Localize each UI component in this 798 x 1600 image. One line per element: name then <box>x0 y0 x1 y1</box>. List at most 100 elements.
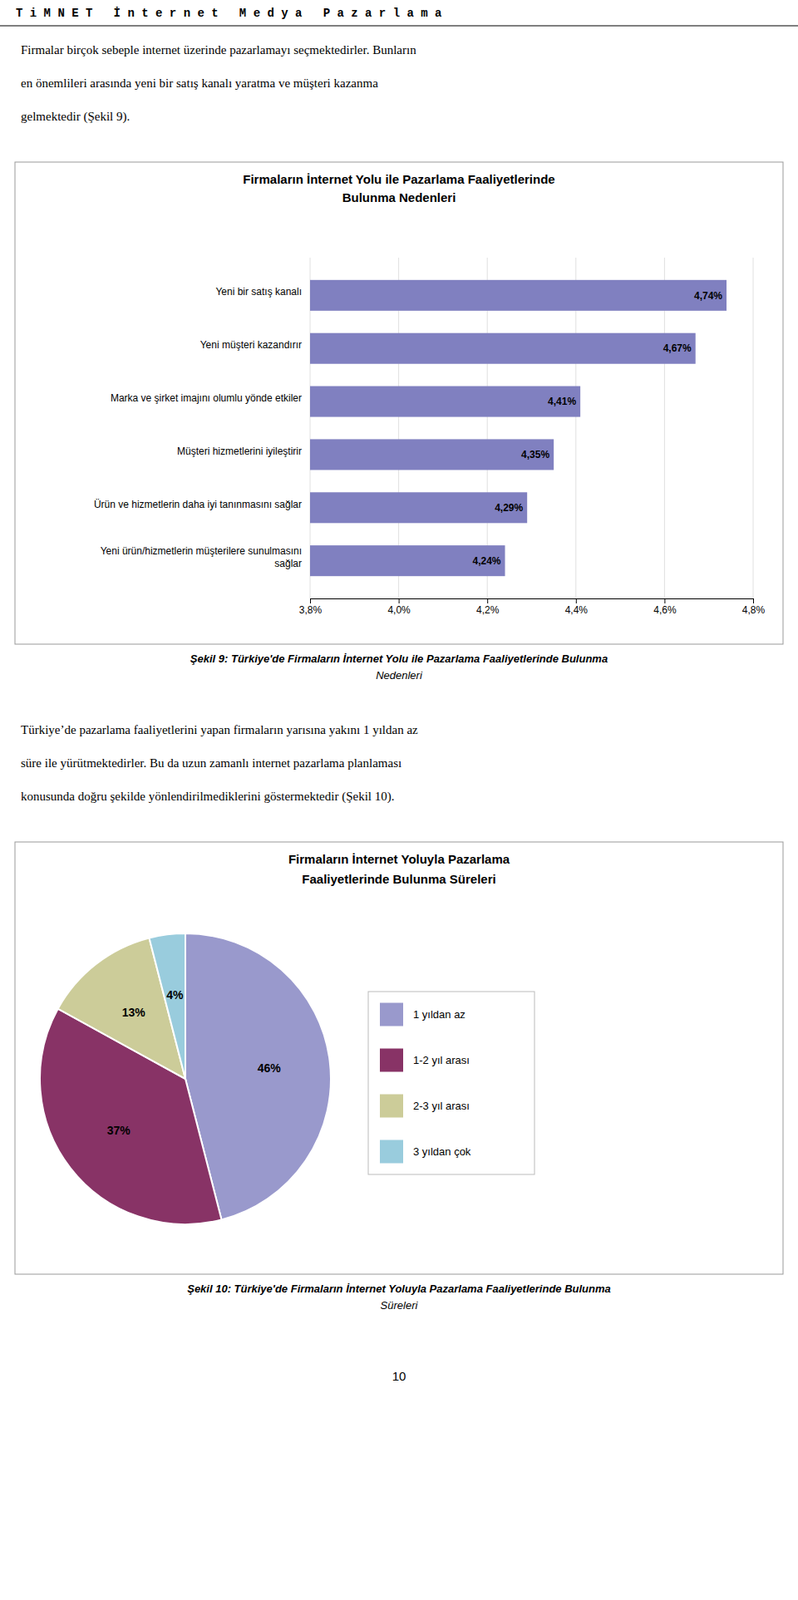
paragraph-line: süre ile yürütmektedirler. Bu da uzun za… <box>20 756 402 770</box>
bar <box>310 280 727 311</box>
legend-swatch <box>379 1140 404 1164</box>
page-svg: T i M N E T İ n t e r n e t M e d y a P … <box>0 0 798 1600</box>
category-label-line: Yeni müşteri kazandırır <box>200 339 302 351</box>
paragraph-line: Türkiye’de pazarlama faaliyetlerini yapa… <box>20 723 419 737</box>
category-label: Yeni bir satış kanalı <box>215 285 302 298</box>
tick-label: 4,4% <box>565 604 589 616</box>
legend-frame <box>368 991 535 1175</box>
axis-domain <box>310 599 754 605</box>
tick-label: 4,2% <box>476 604 500 616</box>
chart-title-line: Firmaların İnternet Yolu ile Pazarlama F… <box>242 172 555 187</box>
paragraph: Türkiye’de pazarlama faaliyetlerini yapa… <box>20 723 419 804</box>
legend-label: 1-2 yıl arası <box>413 1054 470 1067</box>
category-label: Marka ve şirket imajını olumlu yönde etk… <box>110 392 302 404</box>
tick-mark <box>576 598 577 604</box>
legend-label: 1 yıldan az <box>413 1008 466 1021</box>
grid-line <box>753 257 754 599</box>
category-label-line: Yeni bir satış kanalı <box>215 285 302 298</box>
category-label: Ürün ve hizmetlerin daha iyi tanınmasını… <box>93 498 302 511</box>
legend-item: 3 yıldan çok <box>379 1140 472 1164</box>
legend-label: 2-3 yıl arası <box>413 1099 470 1113</box>
header-text: T i M N E T İ n t e r n e t M e d y a P … <box>15 6 443 20</box>
tick-mark <box>664 598 665 604</box>
data-label: 4,35% <box>521 448 550 461</box>
bar <box>310 492 528 523</box>
category-labels: Yeni bir satış kanalı Yeni müşteri kazand… <box>93 285 302 570</box>
legend-swatch <box>379 1003 404 1027</box>
tick-label: 4,6% <box>653 604 677 616</box>
slice <box>148 933 186 1079</box>
category-label: Yeni müşteri kazandırır <box>200 339 302 351</box>
grid <box>310 257 754 599</box>
category-label-line: sağlar <box>274 557 302 570</box>
chart-title: Firmaların İnternet Yolu ile Pazarlama F… <box>242 172 555 205</box>
tick-mark <box>487 598 488 604</box>
caption: Şekil 9: Türkiye'de Firmaların İnternet … <box>190 652 608 682</box>
paragraph-line: konusunda doğru şekilde yönlendirilmedik… <box>20 789 395 804</box>
tick: 4,8% <box>742 598 766 616</box>
panel-frame <box>14 162 784 645</box>
paragraph: Firmalar birçok sebeple internet üzerind… <box>20 43 417 124</box>
chart-title-line: Faaliyetlerinde Bulunma Süreleri <box>301 871 496 887</box>
category-label: Yeni ürün/hizmetlerin müşterilere sunulm… <box>100 545 302 570</box>
caption-line: Şekil 10: Türkiye'de Firmaların İnternet… <box>187 1282 611 1296</box>
tick-mark <box>310 598 311 604</box>
bar <box>310 438 554 470</box>
tick: 4,6% <box>653 598 677 616</box>
bar <box>310 386 581 418</box>
x-axis: 3,8% 4,0% 4,2% 4,4% 4,6% 4,8% <box>299 598 766 616</box>
caption-line: Şekil 9: Türkiye'de Firmaların İnternet … <box>190 652 608 665</box>
category-label-line: Ürün ve hizmetlerin daha iyi tanınmasını… <box>93 498 302 511</box>
caption: Şekil 10: Türkiye'de Firmaların İnternet… <box>187 1282 611 1312</box>
category-label-line: Marka ve şirket imajını olumlu yönde etk… <box>110 392 302 404</box>
bar <box>310 545 506 577</box>
data-label: 4,41% <box>547 395 577 408</box>
tick: 4,4% <box>565 598 589 616</box>
page: T i M N E T İ n t e r n e t M e d y a P … <box>0 0 798 1600</box>
bars <box>310 280 727 577</box>
legend-label: 3 yıldan çok <box>413 1145 472 1158</box>
category-label: Müşteri hizmetlerini iyileştirir <box>177 445 302 458</box>
data-label: 46% <box>257 1061 282 1075</box>
data-label: 4% <box>166 988 184 1002</box>
tick-label: 4,0% <box>387 604 411 616</box>
data-label: 13% <box>122 1005 147 1020</box>
tick: 4,2% <box>476 598 500 616</box>
paragraph-line: Firmalar birçok sebeple internet üzerind… <box>20 43 417 57</box>
category-label-line: Müşteri hizmetlerini iyileştirir <box>177 445 302 458</box>
pie-chart: Firmaların İnternet Yoluyla Pazarlama Faa… <box>14 842 784 1312</box>
legend-item: 1 yıldan az <box>379 1003 466 1027</box>
caption-line: Süreleri <box>380 1299 419 1312</box>
paragraph-line: gelmektedir (Şekil 9). <box>20 109 130 124</box>
tick-mark <box>399 598 400 604</box>
page-number: 10 <box>392 1369 407 1384</box>
paragraph-line: en önemlileri arasında yeni bir satış ka… <box>20 76 379 90</box>
legend: 1 yıldan az 1-2 yıl arası 2-3 yıl arası 3 y… <box>368 991 535 1175</box>
data-labels: 46% 37% 13% 4% <box>107 988 281 1138</box>
bar <box>310 333 696 365</box>
legend-swatch <box>379 1094 404 1119</box>
bar-chart: Firmaların İnternet Yolu ile Pazarlama F… <box>14 162 784 682</box>
data-labels: 4,74% 4,67% 4,41% 4,35% 4,29% 4,24% <box>472 290 723 567</box>
chart-title-line: Bulunma Nedenleri <box>342 190 457 205</box>
panel-frame <box>14 842 784 1275</box>
header-rule <box>0 24 798 26</box>
data-label: 4,67% <box>663 342 692 355</box>
tick: 4,0% <box>387 598 411 616</box>
tick-mark <box>753 598 754 604</box>
caption-line: Nedenleri <box>375 669 424 682</box>
legend-item: 1-2 yıl arası <box>379 1049 470 1073</box>
tick: 3,8% <box>299 598 323 616</box>
data-label: 37% <box>107 1123 132 1138</box>
slices <box>39 933 331 1225</box>
tick-label: 4,8% <box>742 604 766 616</box>
data-label: 4,24% <box>472 555 501 567</box>
category-label-line: Yeni ürün/hizmetlerin müşterilere sunulm… <box>100 545 302 557</box>
legend-item: 2-3 yıl arası <box>379 1094 470 1119</box>
header: T i M N E T İ n t e r n e t M e d y a P … <box>0 6 798 26</box>
tick-label: 3,8% <box>299 604 323 616</box>
data-label: 4,29% <box>494 502 523 514</box>
chart-title-line: Firmaların İnternet Yoluyla Pazarlama <box>288 852 511 867</box>
legend-swatch <box>379 1049 404 1073</box>
data-label: 4,74% <box>694 290 723 302</box>
